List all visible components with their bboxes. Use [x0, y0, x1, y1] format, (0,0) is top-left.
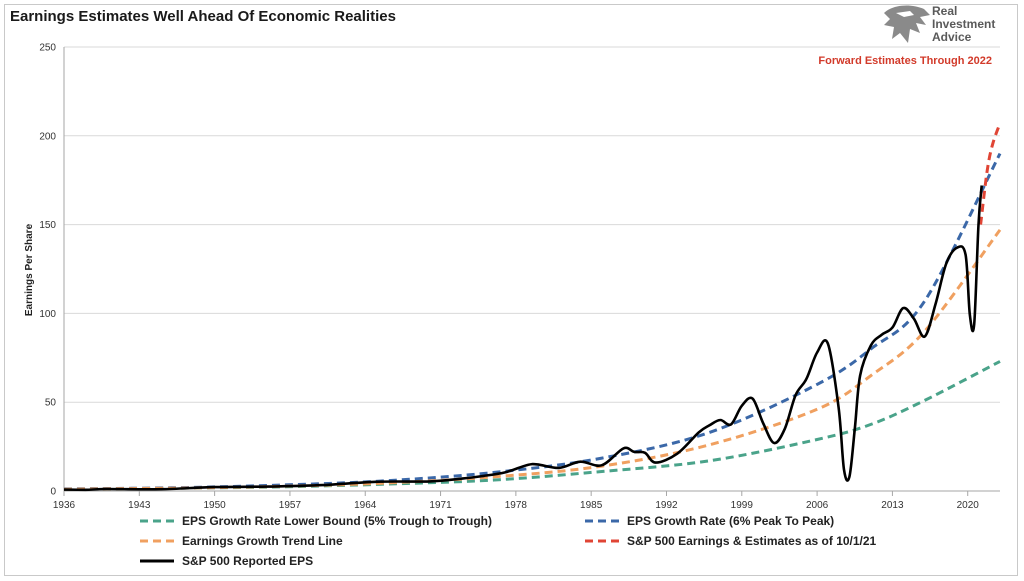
legend-label: EPS Growth Rate (6% Peak To Peak): [627, 514, 834, 528]
legend-item: EPS Growth Rate (6% Peak To Peak): [585, 514, 834, 528]
brand-line-2: Investment: [932, 17, 996, 31]
chart-title: Earnings Estimates Well Ahead Of Economi…: [10, 8, 396, 25]
series-reported-eps-line: [63, 185, 983, 492]
x-tick-label: 1950: [203, 500, 226, 511]
legend-label: EPS Growth Rate Lower Bound (5% Trough t…: [182, 514, 492, 528]
y-tick-label: 200: [39, 131, 56, 142]
x-tick-label: 1999: [731, 500, 754, 511]
y-tick-label: 0: [50, 487, 56, 498]
x-tick-label: 1985: [580, 500, 603, 511]
series-6pct-peak-line: [63, 152, 1002, 491]
y-tick-label: 250: [39, 43, 56, 54]
y-tick-label: 150: [39, 220, 56, 231]
x-tick-label: 1957: [279, 500, 302, 511]
brand-line-3: Advice: [932, 30, 972, 44]
brand-line-1: Real: [932, 4, 958, 18]
legend-item: S&P 500 Reported EPS: [140, 554, 313, 568]
x-tick-label: 1992: [655, 500, 678, 511]
chart-frame: [4, 4, 1018, 576]
legend: EPS Growth Rate Lower Bound (5% Trough t…: [140, 514, 877, 568]
legend-item: EPS Growth Rate Lower Bound (5% Trough t…: [140, 514, 492, 528]
x-tick-label: 1971: [429, 500, 452, 511]
y-tick-label: 50: [45, 398, 57, 409]
brand-name: Real Investment Advice: [932, 5, 1022, 44]
x-tick-label: 2013: [881, 500, 904, 511]
forward-estimates-annotation: Forward Estimates Through 2022: [818, 55, 992, 67]
series-layer: [63, 122, 1002, 492]
series-estimates-line: [979, 122, 1002, 225]
x-tick-label: 2020: [957, 500, 980, 511]
brand-logo: Real Investment Advice: [880, 3, 1020, 47]
x-tick-label: 1978: [505, 500, 528, 511]
y-tick-label: 100: [39, 309, 56, 320]
series-trend-line: [63, 229, 1002, 491]
x-tick-label: 1936: [53, 500, 76, 511]
legend-label: Earnings Growth Trend Line: [182, 534, 343, 548]
legend-label: S&P 500 Earnings & Estimates as of 10/1/…: [627, 534, 877, 548]
x-tick-label: 2006: [806, 500, 829, 511]
y-axis-label: Earnings Per Share: [24, 223, 35, 316]
eagle-head-logo-icon: [884, 5, 930, 44]
legend-label: S&P 500 Reported EPS: [182, 554, 313, 568]
x-tick-label: 1964: [354, 500, 377, 511]
gridlines: [64, 46, 1000, 403]
legend-item: S&P 500 Earnings & Estimates as of 10/1/…: [585, 534, 877, 548]
axes: 0 50 100 150 200 250 1936 1943 1950 1957 1964 1971 1…: [39, 43, 1000, 511]
legend-item: Earnings Growth Trend Line: [140, 534, 343, 548]
x-tick-label: 1943: [128, 500, 151, 511]
